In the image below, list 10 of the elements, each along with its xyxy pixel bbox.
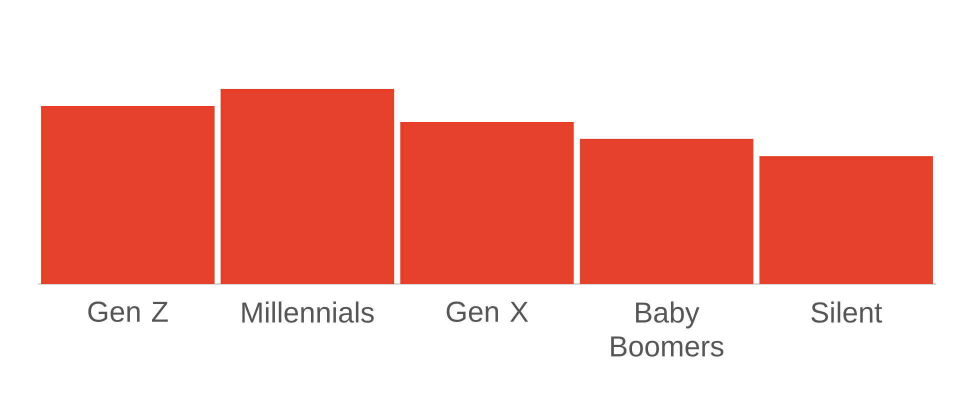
x-tick-label: Baby Boomers	[611, 302, 724, 357]
x-tick-label: Gen Z	[88, 302, 168, 322]
x-tick-label: Millennials	[242, 302, 374, 323]
bar	[400, 122, 574, 284]
bar	[41, 106, 215, 284]
bar	[759, 156, 933, 284]
bar	[220, 88, 394, 284]
x-tick-label: Gen X	[446, 302, 528, 322]
x-tick-label: Silent	[811, 302, 882, 323]
bar	[580, 138, 754, 284]
